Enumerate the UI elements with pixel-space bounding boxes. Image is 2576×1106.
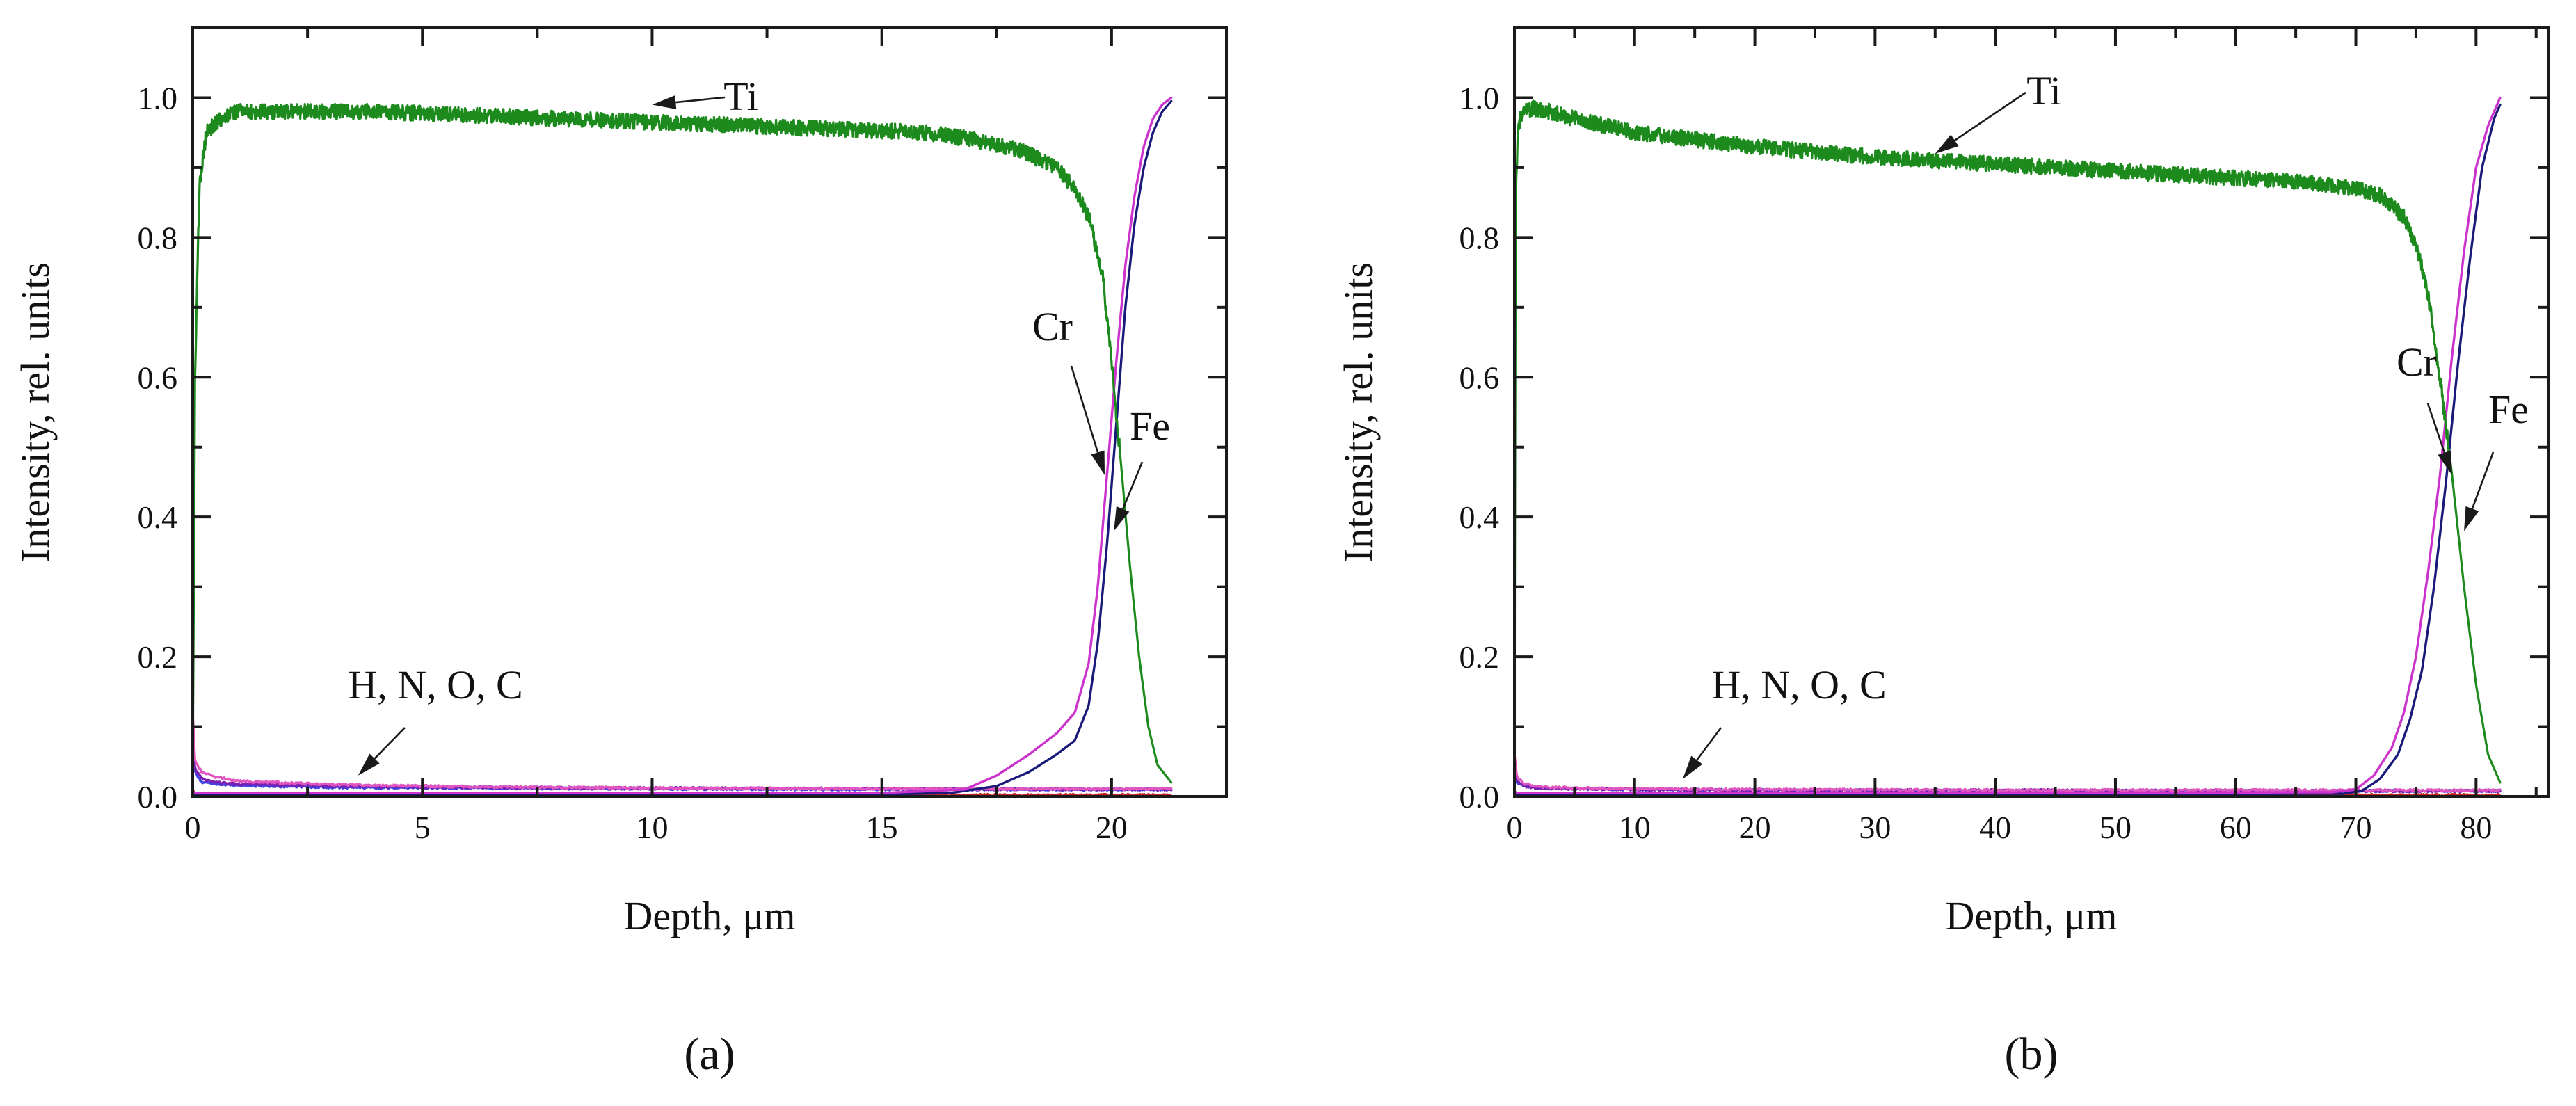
x-axis-title: Depth, μm [1946, 893, 2118, 938]
x-tick-label: 50 [2099, 810, 2131, 845]
annotation-ti-arrow [1935, 91, 2026, 154]
x-tick-label: 20 [1096, 810, 1128, 845]
series-line-fe [193, 99, 1173, 796]
y-axis-title: Intensity, rel. units [1336, 262, 1381, 562]
annotation-cr: Cr [2397, 339, 2437, 385]
y-tick-label: 0.2 [1459, 639, 1500, 675]
y-tick-label: 0.8 [138, 220, 178, 255]
annotation-h-n-o-c-arrow [358, 727, 406, 776]
y-tick-label: 1.0 [1459, 80, 1500, 115]
x-axis-title: Depth, μm [624, 893, 796, 938]
x-tick-label: 10 [636, 810, 668, 845]
annotation-ti-arrow [652, 95, 726, 110]
annotation-ti: Ti [723, 74, 758, 119]
x-tick-label: 40 [1979, 810, 2011, 845]
x-tick-label: 80 [2460, 810, 2492, 845]
x-tick-label: 0 [1507, 810, 1523, 845]
annotation-fe: Fe [1130, 403, 1170, 449]
annotation-fe-arrow [2464, 451, 2495, 531]
annotation-h-n-o-c-arrow [1682, 727, 1722, 779]
y-tick-label: 1.0 [138, 80, 178, 115]
annotation-cr-arrow [2426, 403, 2452, 475]
chart-panel-b: 0 10 20 30 40 50 60 70 80 0.0 0.2 0.4 0.6 0.8 1.0 Depth… [1336, 26, 2550, 1080]
annotation-cr: Cr [1032, 304, 1073, 349]
x-tick-label: 10 [1619, 810, 1651, 845]
annotation-cr-arrow [1070, 365, 1105, 475]
y-tick-label: 0.8 [1459, 220, 1500, 255]
series-group [193, 96, 1173, 796]
panel-label: (b) [2005, 1029, 2058, 1080]
y-tick-label: 0.0 [1459, 779, 1500, 815]
plot-frame [1513, 26, 2550, 798]
series-line-cr [1514, 96, 2502, 794]
x-tick-label: 70 [2340, 810, 2372, 845]
x-tick-label: 20 [1739, 810, 1771, 845]
y-axis-title: Intensity, rel. units [13, 262, 58, 562]
plot-frame [191, 26, 1228, 798]
series-line-ti [1514, 99, 2502, 784]
annotation-fe: Fe [2488, 387, 2529, 432]
x-tick-label: 5 [415, 810, 431, 845]
series-line-c [193, 711, 1173, 792]
annotation-ti: Ti [2026, 68, 2061, 113]
chart-panel-a: 0 5 10 15 20 0.0 0.2 0.4 0.6 0.8 1.0 Depth, μm Inten… [13, 26, 1228, 1080]
x-tick-label: 15 [866, 810, 898, 845]
x-tick-label: 30 [1859, 810, 1891, 845]
series-line-fe [1514, 103, 2502, 796]
panel-label: (a) [684, 1029, 735, 1080]
y-tick-label: 0.4 [1459, 499, 1500, 535]
series-line-o [193, 732, 1173, 792]
series-line-ti [193, 103, 1173, 784]
y-tick-label: 0.2 [138, 639, 178, 675]
annotation-h-n-o-c: H, N, O, C [348, 662, 522, 707]
y-tick-label: 0.4 [138, 499, 178, 535]
y-tick-label: 0.6 [1459, 360, 1500, 395]
x-tick-label: 60 [2220, 810, 2252, 845]
series-line-cr [193, 96, 1173, 794]
y-tick-label: 0.6 [138, 360, 178, 395]
x-tick-label: 0 [185, 810, 201, 845]
y-tick-label: 0.0 [138, 779, 178, 815]
series-line-c [1514, 753, 2502, 793]
series-group [1514, 96, 2502, 796]
annotation-h-n-o-c: H, N, O, C [1711, 662, 1886, 707]
annotation-fe-arrow [1114, 461, 1144, 531]
